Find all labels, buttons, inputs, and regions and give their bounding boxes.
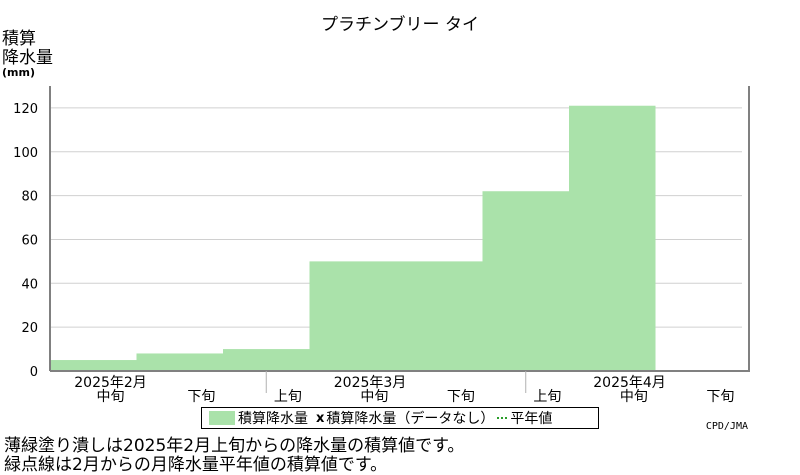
y-axis-label-line1: 積算 xyxy=(2,29,36,49)
bar-4 xyxy=(396,261,483,371)
y-tick-label-120: 120 xyxy=(13,102,38,117)
y-tick-label-20: 20 xyxy=(21,321,38,336)
x-tick-label-0: 中旬 xyxy=(97,389,125,405)
legend-entry-accumulated: 積算降水量 xyxy=(238,411,308,427)
bar-3 xyxy=(309,261,396,371)
x-month-label-0: 2025年2月 xyxy=(74,375,147,391)
y-tick-label-80: 80 xyxy=(21,190,38,205)
y-axis-unit: (mm) xyxy=(2,66,35,79)
y-axis-label: 積算 降水量 xyxy=(2,30,53,68)
y-tick-label-40: 40 xyxy=(21,277,38,292)
x-tick-label-7: 下旬 xyxy=(706,389,734,405)
x-month-label-2: 2025年4月 xyxy=(593,375,666,391)
legend: 積算降水量 x 積算降水量（データなし） 平年値 xyxy=(201,407,599,429)
legend-entry-no-data: 積算降水量（データなし） xyxy=(326,411,495,427)
bar-6 xyxy=(569,105,656,371)
x-tick-label-5: 上旬 xyxy=(533,389,561,405)
y-tick-label-100: 100 xyxy=(13,146,38,161)
y-tick-label-0: 0 xyxy=(30,365,38,380)
chart-title: プラチンブリー タイ xyxy=(321,15,479,35)
legend-swatch-accumulated xyxy=(209,411,235,425)
x-tick-label-4: 下旬 xyxy=(447,389,475,405)
legend-dotted-line xyxy=(497,417,508,419)
note-line-2: 緑点線は2月からの月降水量平年値の積算値です。 xyxy=(4,455,388,475)
x-tick-label-1: 下旬 xyxy=(187,389,215,405)
y-tick-label-60: 60 xyxy=(21,233,38,248)
credit: CPD/JMA xyxy=(705,421,748,432)
bar-1 xyxy=(136,353,223,371)
bar-0 xyxy=(50,360,137,371)
x-tick-label-6: 中旬 xyxy=(620,389,648,405)
legend-mark-no-data: x xyxy=(316,410,325,426)
bar-5 xyxy=(482,191,569,371)
x-tick-label-2: 上旬 xyxy=(274,389,302,405)
x-tick-label-3: 中旬 xyxy=(360,389,388,405)
x-month-label-1: 2025年3月 xyxy=(334,375,407,391)
legend-entry-normal: 平年値 xyxy=(510,411,553,427)
bar-2 xyxy=(223,349,310,371)
note-line-1: 薄緑塗り潰しは2025年2月上旬からの降水量の積算値です。 xyxy=(4,436,465,456)
y-axis-label-line2: 降水量 xyxy=(2,48,53,68)
